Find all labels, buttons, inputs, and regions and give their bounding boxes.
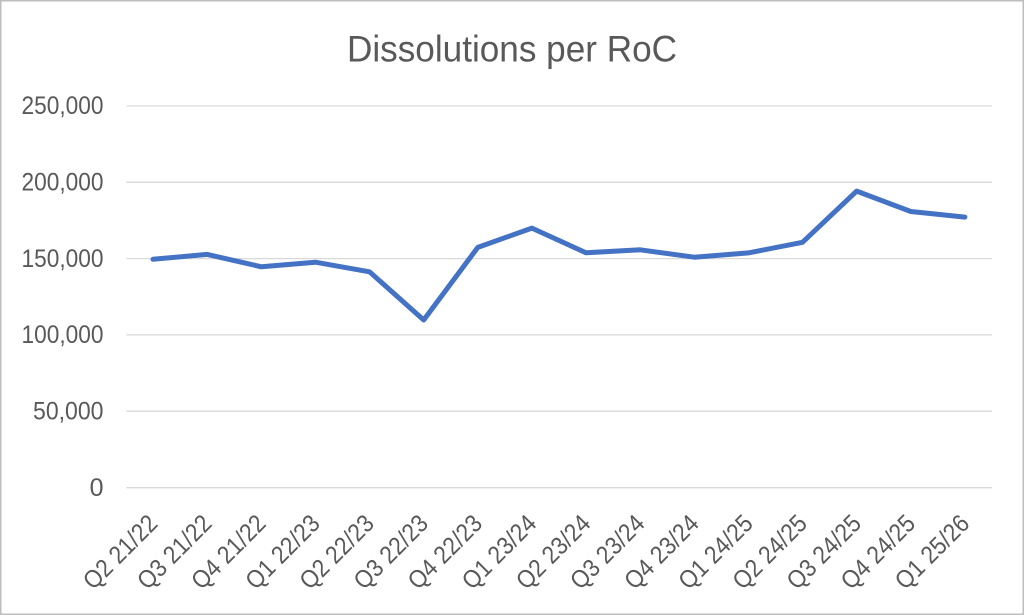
svg-text:250,000: 250,000: [22, 92, 104, 120]
svg-text:150,000: 150,000: [22, 245, 104, 273]
svg-text:0: 0: [90, 474, 104, 502]
svg-text:50,000: 50,000: [33, 397, 104, 425]
svg-text:Dissolutions per RoC: Dissolutions per RoC: [347, 28, 677, 70]
svg-text:200,000: 200,000: [22, 169, 104, 197]
svg-text:100,000: 100,000: [22, 321, 104, 349]
